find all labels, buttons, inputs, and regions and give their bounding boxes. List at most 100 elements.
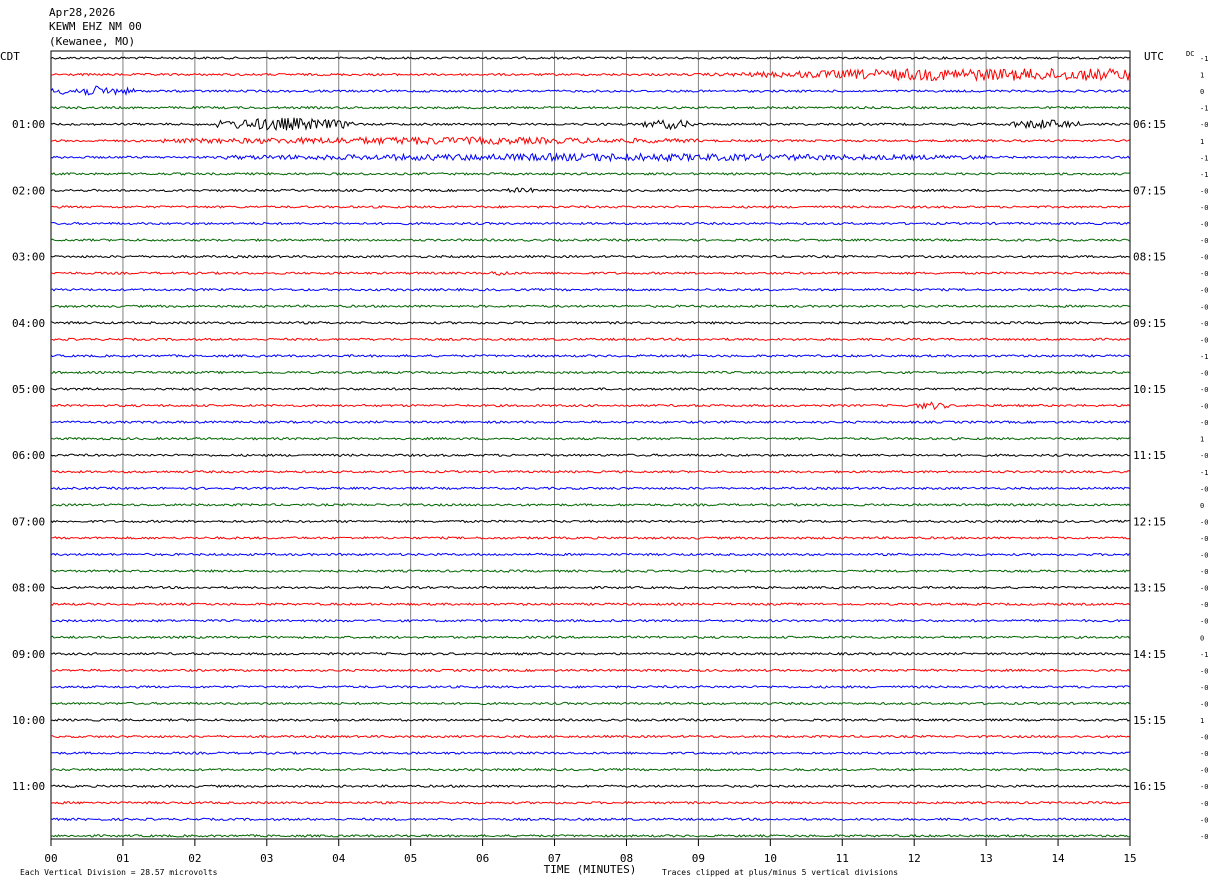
trace-24 xyxy=(50,453,1130,458)
trace-0 xyxy=(50,56,1130,60)
dc-offset-16: -0 xyxy=(1200,320,1208,328)
dc-offset-41: -0 xyxy=(1200,734,1208,742)
dc-offset-14: -0 xyxy=(1200,287,1208,295)
header-date: Apr28,2026 xyxy=(49,6,115,19)
dc-offset-43: -0 xyxy=(1200,767,1208,775)
trace-8 xyxy=(50,187,1130,194)
dc-offset-23: 1 xyxy=(1200,436,1204,444)
dc-offset-31: -0 xyxy=(1200,568,1208,576)
trace-29 xyxy=(50,536,1130,540)
trace-group xyxy=(50,56,1130,838)
dc-offset-29: -0 xyxy=(1200,535,1208,543)
x-axis-title: TIME (MINUTES) xyxy=(544,863,637,876)
trace-23 xyxy=(50,436,1130,441)
x-tick-label-06: 06 xyxy=(476,852,489,865)
dc-offset-27: 0 xyxy=(1200,502,1204,510)
left-hour-label: 05:00 xyxy=(12,383,45,396)
dc-offset-22: -0 xyxy=(1200,419,1208,427)
dc-offset-19: -0 xyxy=(1200,369,1208,377)
trace-42 xyxy=(51,751,1130,756)
footer-clip-note: Traces clipped at plus/minus 5 vertical … xyxy=(662,868,898,877)
trace-25 xyxy=(51,469,1130,474)
trace-32 xyxy=(50,585,1130,590)
dc-offset-20: -0 xyxy=(1200,386,1208,394)
x-tick-label-07: 07 xyxy=(548,852,561,865)
right-hour-label: 11:15 xyxy=(1133,449,1166,462)
trace-41 xyxy=(50,734,1130,739)
trace-3 xyxy=(50,105,1130,110)
trace-1 xyxy=(50,67,1130,83)
trace-20 xyxy=(50,387,1130,391)
dc-offset-34: -0 xyxy=(1200,618,1208,626)
dc-offset-24: -0 xyxy=(1200,452,1208,460)
dc-offset-32: -0 xyxy=(1200,585,1208,593)
trace-36 xyxy=(50,651,1130,656)
trace-7 xyxy=(50,171,1130,176)
dc-offset-21: -0 xyxy=(1200,403,1208,411)
right-hour-label: 08:15 xyxy=(1133,251,1166,264)
left-hour-label: 02:00 xyxy=(12,184,45,197)
trace-6 xyxy=(50,152,1130,163)
right-timezone-label: UTC xyxy=(1144,50,1164,63)
footer-scale-note: Each Vertical Division = 28.57 microvolt… xyxy=(20,868,218,877)
dc-offset-38: -0 xyxy=(1200,684,1208,692)
left-hour-label: 03:00 xyxy=(12,251,45,264)
left-hour-label: 09:00 xyxy=(12,648,45,661)
trace-17 xyxy=(51,337,1130,342)
trace-16 xyxy=(50,320,1130,325)
right-hour-label: 06:15 xyxy=(1133,118,1166,131)
trace-9 xyxy=(50,205,1130,209)
dc-offset-11: -0 xyxy=(1200,237,1208,245)
trace-34 xyxy=(50,618,1130,623)
right-hour-label: 09:15 xyxy=(1133,317,1166,330)
header-location: (Kewanee, MO) xyxy=(49,35,135,48)
x-tick-label-01: 01 xyxy=(116,852,129,865)
right-hour-label: 12:15 xyxy=(1133,515,1166,528)
right-hour-label: 10:15 xyxy=(1133,383,1166,396)
x-tick-label-04: 04 xyxy=(332,852,346,865)
right-hour-label: 14:15 xyxy=(1133,648,1166,661)
trace-44 xyxy=(50,784,1130,789)
trace-39 xyxy=(50,701,1130,706)
dc-offset-labels: -1 1 0 -1 -0 1 -1 -1 -0 -0 -0 -0 -0 -0 -0 -0 -0 -0 -1 -0 -0 -… xyxy=(1200,55,1208,841)
dc-offset-42: -0 xyxy=(1200,750,1208,758)
dc-offset-2: 0 xyxy=(1200,88,1204,96)
left-hour-label: 11:00 xyxy=(12,780,45,793)
left-hour-label: 10:00 xyxy=(12,714,45,727)
dc-offset-40: 1 xyxy=(1200,717,1204,725)
dc-offset-1: 1 xyxy=(1200,72,1204,80)
dc-offset-26: -0 xyxy=(1200,485,1208,493)
trace-4 xyxy=(50,117,1130,132)
x-tick-label-02: 02 xyxy=(188,852,201,865)
trace-28 xyxy=(50,519,1130,524)
trace-31 xyxy=(50,569,1130,573)
hour-labels: 01:00 02:00 03:00 04:00 05:00 06:00 07:00 08:00… xyxy=(12,118,1166,793)
trace-46 xyxy=(50,817,1130,822)
dc-offset-45: -0 xyxy=(1200,800,1208,808)
dc-label: DC xyxy=(1186,50,1194,58)
dc-offset-17: -0 xyxy=(1200,336,1208,344)
left-hour-label: 08:00 xyxy=(12,582,45,595)
trace-21 xyxy=(50,401,1130,411)
x-tick-label-03: 03 xyxy=(260,852,273,865)
right-hour-label: 07:15 xyxy=(1133,184,1166,197)
trace-19 xyxy=(50,370,1130,375)
trace-40 xyxy=(50,718,1130,722)
x-axis-ticks: 00 01 02 03 04 05 06 07 08 09 10 11 12 13 14 15 xyxy=(44,839,1137,865)
dc-offset-4: -0 xyxy=(1200,121,1208,129)
trace-12 xyxy=(50,254,1130,259)
trace-10 xyxy=(50,221,1130,226)
x-tick-label-00: 00 xyxy=(44,852,57,865)
dc-offset-15: -0 xyxy=(1200,303,1208,311)
dc-offset-47: -0 xyxy=(1200,833,1208,841)
x-tick-label-11: 11 xyxy=(836,852,849,865)
dc-offset-36: -1 xyxy=(1200,651,1208,659)
x-tick-label-15: 15 xyxy=(1123,852,1136,865)
dc-offset-18: -1 xyxy=(1200,353,1208,361)
x-tick-label-13: 13 xyxy=(980,852,993,865)
trace-35 xyxy=(50,635,1130,640)
x-tick-label-09: 09 xyxy=(692,852,705,865)
x-tick-label-08: 08 xyxy=(620,852,633,865)
right-hour-label: 13:15 xyxy=(1133,582,1166,595)
dc-offset-44: -0 xyxy=(1200,783,1208,791)
